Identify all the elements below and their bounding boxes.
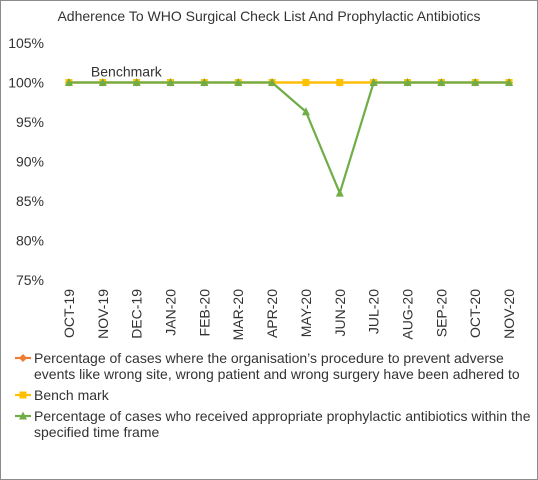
x-tick-label: JUL-20: [366, 289, 382, 334]
data-point: [302, 79, 310, 86]
y-tick-label: 90%: [16, 154, 44, 170]
data-point: [64, 78, 73, 86]
data-point: [268, 78, 277, 86]
legend-swatch: [15, 391, 31, 399]
y-axis-ticks: 75% 80% 85% 90% 95% 100% 105%: [8, 35, 44, 288]
x-tick-label: MAY-20: [298, 289, 314, 337]
y-tick-label: 95%: [16, 114, 44, 130]
y-tick-label: 75%: [16, 272, 44, 288]
data-point: [132, 78, 141, 86]
x-tick-label: JAN-20: [163, 289, 179, 336]
data-point: [471, 78, 480, 86]
series-3: [64, 78, 514, 197]
data-point: [369, 78, 378, 86]
legend-item: Bench mark: [14, 387, 534, 403]
x-tick-label: NOV-20: [501, 289, 517, 339]
y-tick-label: 85%: [16, 193, 44, 209]
x-tick-label: SEP-20: [433, 289, 449, 337]
chart-title: Adherence To WHO Surgical Check List And…: [57, 8, 481, 24]
y-tick-label: 105%: [8, 35, 44, 51]
series-layer: [64, 78, 514, 197]
data-point: [335, 188, 344, 197]
benchmark-annotation: Benchmark: [91, 64, 163, 80]
x-tick-label: AUG-20: [400, 289, 416, 340]
data-point: [234, 78, 243, 86]
x-tick-label: JUN-20: [332, 289, 348, 337]
x-tick-label: OCT-19: [61, 289, 77, 338]
x-tick-label: NOV-19: [95, 289, 111, 339]
x-tick-label: DEC-19: [129, 289, 145, 339]
legend-swatch: [15, 411, 31, 420]
series-line: [68, 81, 510, 195]
legend-label: Percentage of cases where the organisati…: [34, 350, 520, 382]
data-point: [301, 107, 310, 116]
legend-item: Percentage of cases who received appropr…: [14, 408, 534, 440]
legend-item: Percentage of cases where the organisati…: [14, 350, 534, 382]
y-tick-label: 100%: [8, 75, 44, 91]
legend-swatch: [15, 354, 31, 362]
data-point: [98, 78, 107, 86]
x-tick-label: APR-20: [264, 289, 280, 338]
y-tick-label: 80%: [16, 233, 44, 249]
x-tick-label: FEB-20: [196, 289, 212, 337]
data-point: [336, 79, 344, 86]
legend-label: Percentage of cases who received appropr…: [34, 408, 531, 440]
legend: Percentage of cases where the organisati…: [14, 350, 534, 445]
data-point: [200, 78, 209, 86]
data-point: [403, 78, 412, 86]
data-point: [166, 78, 175, 86]
x-axis-ticks: OCT-19 NOV-19 DEC-19 JAN-20 FEB-20 MAR-20 APR-…: [61, 289, 517, 341]
legend-label: Bench mark: [34, 387, 109, 403]
data-point: [437, 78, 446, 86]
x-tick-label: MAR-20: [230, 289, 246, 341]
x-tick-label: OCT-20: [467, 289, 483, 338]
data-point: [505, 78, 514, 86]
